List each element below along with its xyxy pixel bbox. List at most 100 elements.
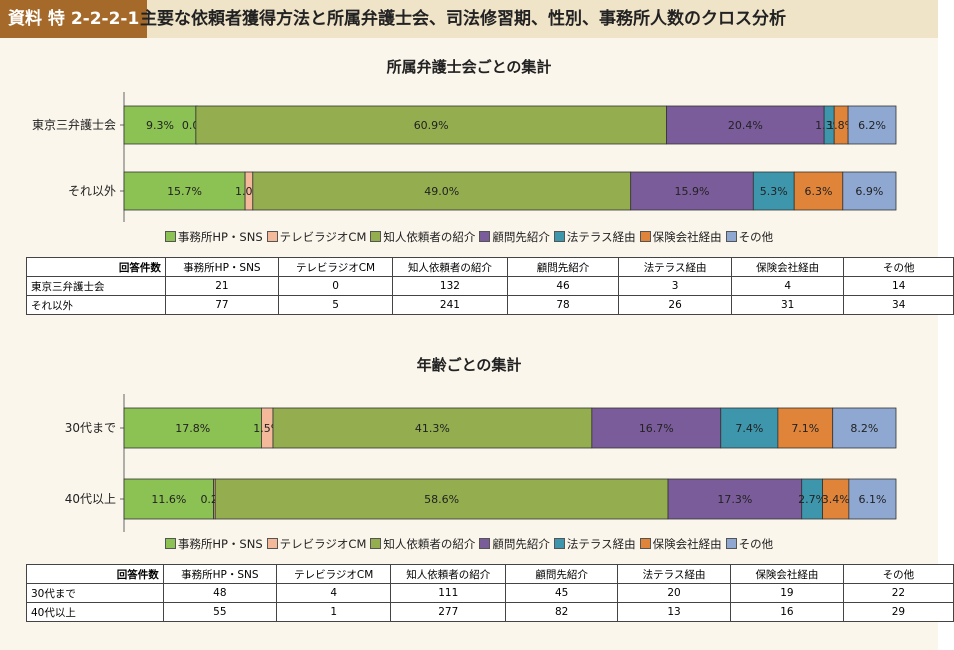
chart1-data-label: 20.4% [728, 119, 763, 132]
table-cell: 16 [730, 602, 844, 622]
chart2-data-label: 7.4% [735, 422, 763, 435]
chart2-data-label: 6.1% [858, 493, 886, 506]
chart1-data-label: 15.7% [167, 185, 202, 198]
table-cell: 78 [506, 295, 620, 315]
legend-label: 知人依頼者の紹介 [383, 537, 476, 551]
chart2-data-label: 17.3% [717, 493, 752, 506]
legend-swatch [164, 231, 176, 242]
chart1-plot: 東京三弁護士会9.3%0.0%60.9%20.4%1.3%1.8%6.2%それ以… [32, 92, 897, 222]
chart2-count-table: 回答件数 事務所HP・SNS テレビラジオCM 知人依頼者の紹介 顧問先紹介 法テラス経由… [26, 564, 954, 622]
table-cell: 77 [164, 295, 279, 315]
legend-label: その他 [738, 537, 774, 551]
chart2-bar-segment [591, 407, 722, 449]
legend-label: その他 [738, 230, 774, 244]
table-cell: 13 [617, 602, 731, 622]
table-cell: 14 [843, 276, 954, 296]
table-cell: 55 [162, 602, 278, 622]
legend-swatch [266, 538, 278, 549]
table-cell: 4 [730, 276, 845, 296]
table-cell: 45 [505, 583, 619, 603]
table-cell: 82 [505, 602, 619, 622]
table-cell: 26 [618, 295, 732, 315]
chart2-bar-segment [777, 407, 834, 449]
chart1-bar-segment [842, 171, 897, 211]
table-cell: 34 [843, 295, 954, 315]
table-row: 40代以上 55 1 277 82 13 16 29 [26, 602, 954, 622]
chart1-count-table: 回答件数 事務所HP・SNS テレビラジオCM 知人依頼者の紹介 顧問先紹介 法テラス経由… [26, 257, 954, 315]
chart2-plot: 30代まで 17.8% 1.5% 41.3% 16.7% 7.4% 7.1% 8.2%40代以… [65, 394, 897, 532]
chart2-data-label: 58.6% [424, 493, 459, 506]
table-header-cell: 事務所HP・SNS [162, 564, 278, 584]
chart2-legend: 事務所HP・SNS テレビラジオCM 知人依頼者の紹介 顧問先紹介 法テラス経由 保険会社… [0, 536, 938, 552]
legend-label: 保険会社経由 [652, 537, 722, 551]
chart2-category-label: 30代まで [65, 421, 116, 435]
chart2-title: 年齢ごとの集計 [416, 356, 522, 374]
table-header-cell: 法テラス経由 [617, 564, 731, 584]
table-cell: 3 [618, 276, 732, 296]
chart1-bar-segment [752, 171, 795, 211]
chart2-bar-segment [720, 407, 779, 449]
table-row: 東京三弁護士会 21 0 132 46 3 4 14 [26, 276, 954, 296]
table-header-cell: その他 [842, 564, 954, 584]
table-cell: 19 [730, 583, 844, 603]
legend-item: 保険会社経由 [639, 536, 722, 552]
table-header-cell: テレビラジオCM [277, 257, 394, 277]
chart1-data-label: 6.3% [805, 185, 833, 198]
legend-item: その他 [725, 229, 774, 245]
chart2-data-label: 7.1% [791, 422, 819, 435]
chart2-data-label: 3.4% [822, 493, 850, 506]
legend-item: 顧問先紹介 [479, 536, 550, 552]
legend-swatch [479, 231, 491, 242]
chart1-title: 所属弁護士会ごとの集計 [386, 58, 552, 76]
legend-swatch [370, 538, 382, 549]
table-header-cell: 保険会社経由 [730, 257, 845, 277]
chart1-bar-segment [123, 105, 197, 145]
legend-item: テレビラジオCM [266, 536, 367, 552]
chart2-bar-segment [822, 478, 850, 520]
table-header-cell: 知人依頼者の紹介 [392, 257, 508, 277]
chart1-data-label: 5.3% [760, 185, 788, 198]
table-header-row: 回答件数 事務所HP・SNS テレビラジオCM 知人依頼者の紹介 顧問先紹介 法テラス経由… [26, 564, 954, 584]
legend-swatch [266, 231, 278, 242]
chart2-data-label: 8.2% [850, 422, 878, 435]
legend-label: テレビラジオCM [279, 537, 367, 551]
table-cell: 48 [162, 583, 278, 603]
legend-swatch [370, 231, 382, 242]
chart1-bar-segment [630, 171, 754, 211]
table-cell: 20 [617, 583, 731, 603]
chart1-bar-segment [793, 171, 844, 211]
table-cell: 46 [506, 276, 620, 296]
legend-item: 知人依頼者の紹介 [370, 229, 475, 245]
legend-label: テレビラジオCM [279, 230, 367, 244]
chart1-data-label: 15.9% [675, 185, 710, 198]
legend-swatch [553, 231, 565, 242]
table-header-row: 回答件数 事務所HP・SNS テレビラジオCM 知人依頼者の紹介 顧問先紹介 法テラス経由… [26, 257, 954, 277]
chart2-bar-segment [848, 478, 897, 520]
table-cell: 40代以上 [26, 602, 164, 622]
legend-label: 顧問先紹介 [492, 230, 550, 244]
legend-swatch [553, 538, 565, 549]
table-header-cell: 法テラス経由 [618, 257, 732, 277]
table-cell: 5 [277, 295, 394, 315]
legend-label: 法テラス経由 [566, 537, 636, 551]
chart2-bar-segment [832, 407, 897, 449]
chart1-data-label: 9.3% [146, 119, 174, 132]
figure-title: 主要な依頼者獲得方法と所属弁護士会、司法修習期、性別、事務所人数のクロス分析 [140, 9, 786, 29]
chart2-category-label: 40代以上 [65, 492, 116, 506]
legend-item: 保険会社経由 [639, 229, 722, 245]
chart1-category-label: それ以外 [68, 184, 116, 198]
legend-item: 事務所HP・SNS [164, 229, 263, 245]
table-header-cell: その他 [843, 257, 954, 277]
chart2-data-label: 11.6% [151, 493, 186, 506]
table-header-cell: 回答件数 [26, 257, 166, 277]
chart1-bar-segment [123, 171, 246, 211]
table-header-cell: 回答件数 [26, 564, 164, 584]
legend-item: 事務所HP・SNS [164, 536, 263, 552]
chart1-data-label: 6.9% [855, 185, 883, 198]
chart1-category-label: 東京三弁護士会 [32, 117, 116, 132]
legend-label: 事務所HP・SNS [177, 230, 263, 244]
chart2-bar-segment [123, 407, 262, 449]
table-cell: 277 [390, 602, 507, 622]
legend-label: 顧問先紹介 [492, 537, 550, 551]
chart2-data-label: 2.7% [798, 493, 826, 506]
